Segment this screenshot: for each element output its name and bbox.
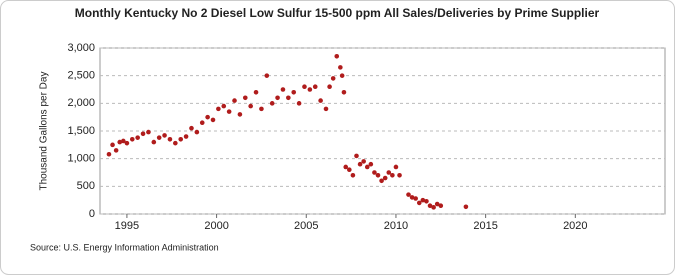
point: [106, 151, 112, 157]
point: [205, 114, 210, 120]
point: [364, 164, 370, 170]
x-tick-label: 2010: [384, 220, 408, 232]
point: [151, 139, 157, 145]
point: [216, 106, 221, 112]
point: [397, 172, 402, 178]
point: [146, 129, 151, 135]
point: [375, 172, 381, 178]
chart-title: Monthly Kentucky No 2 Diesel Low Sulfur …: [75, 6, 600, 20]
point: [264, 73, 270, 78]
point: [135, 135, 140, 140]
point: [156, 135, 162, 140]
point: [199, 120, 205, 125]
x-tick-label: 2020: [563, 220, 587, 232]
point: [121, 138, 126, 144]
y-tick-label: 1,000: [67, 153, 95, 165]
point: [420, 197, 426, 203]
point: [350, 172, 356, 178]
point: [110, 142, 115, 148]
point: [339, 73, 345, 78]
point: [393, 164, 399, 170]
point: [296, 101, 302, 106]
point: [280, 87, 286, 92]
point: [416, 200, 422, 206]
point: [330, 76, 336, 81]
point: [210, 117, 216, 123]
point: [327, 84, 332, 90]
point: [189, 125, 194, 131]
point: [117, 139, 123, 145]
point: [259, 106, 264, 112]
point: [162, 133, 167, 138]
point: [253, 89, 259, 95]
y-tick-label: 3,000: [67, 42, 95, 54]
point: [113, 148, 119, 153]
x-tick-label: 2015: [473, 220, 497, 232]
point: [379, 178, 384, 184]
point: [390, 172, 395, 178]
point: [291, 89, 297, 95]
point: [424, 198, 429, 204]
point: [221, 103, 227, 109]
x-tick-label: 2000: [204, 220, 228, 232]
point: [194, 129, 200, 135]
y-axis-label: Thousand Gallons per Day: [39, 72, 50, 191]
point: [232, 98, 237, 103]
point: [434, 201, 440, 207]
y-tick-label: 2,500: [67, 70, 95, 82]
point: [226, 109, 232, 114]
point: [372, 170, 377, 175]
point: [463, 204, 469, 210]
point: [431, 205, 436, 210]
point: [323, 106, 329, 112]
x-tick-label: 2005: [294, 220, 318, 232]
point: [343, 164, 349, 170]
point: [307, 87, 313, 92]
point: [413, 196, 418, 201]
y-tick-label: 500: [77, 180, 95, 192]
point: [438, 203, 444, 208]
point: [237, 112, 243, 117]
point: [368, 161, 374, 167]
point: [427, 203, 433, 208]
y-tick-label: 2,000: [67, 97, 95, 109]
point: [275, 95, 280, 101]
point: [406, 192, 411, 197]
point: [354, 153, 359, 159]
point: [386, 170, 392, 175]
point: [129, 137, 135, 142]
point: [269, 101, 275, 106]
point: [338, 65, 343, 70]
point: [286, 95, 291, 101]
point: [124, 140, 130, 146]
point: [248, 103, 253, 109]
x-tick-label: 1995: [115, 220, 139, 232]
point: [302, 84, 307, 90]
source: Source: U.S. Energy Information Administ…: [30, 242, 219, 252]
point: [347, 167, 352, 173]
y-tick-label: 1,500: [67, 125, 95, 137]
y-tick-label: 0: [89, 208, 95, 220]
point: [361, 159, 366, 164]
point: [334, 54, 340, 59]
point: [409, 195, 415, 200]
point: [140, 131, 146, 137]
point: [167, 137, 173, 142]
point: [178, 137, 184, 142]
point: [242, 95, 248, 101]
point: [183, 134, 189, 139]
point: [382, 175, 388, 181]
point: [173, 140, 178, 146]
point: [312, 84, 318, 90]
point: [357, 161, 363, 167]
point: [318, 98, 323, 103]
point: [341, 89, 347, 95]
